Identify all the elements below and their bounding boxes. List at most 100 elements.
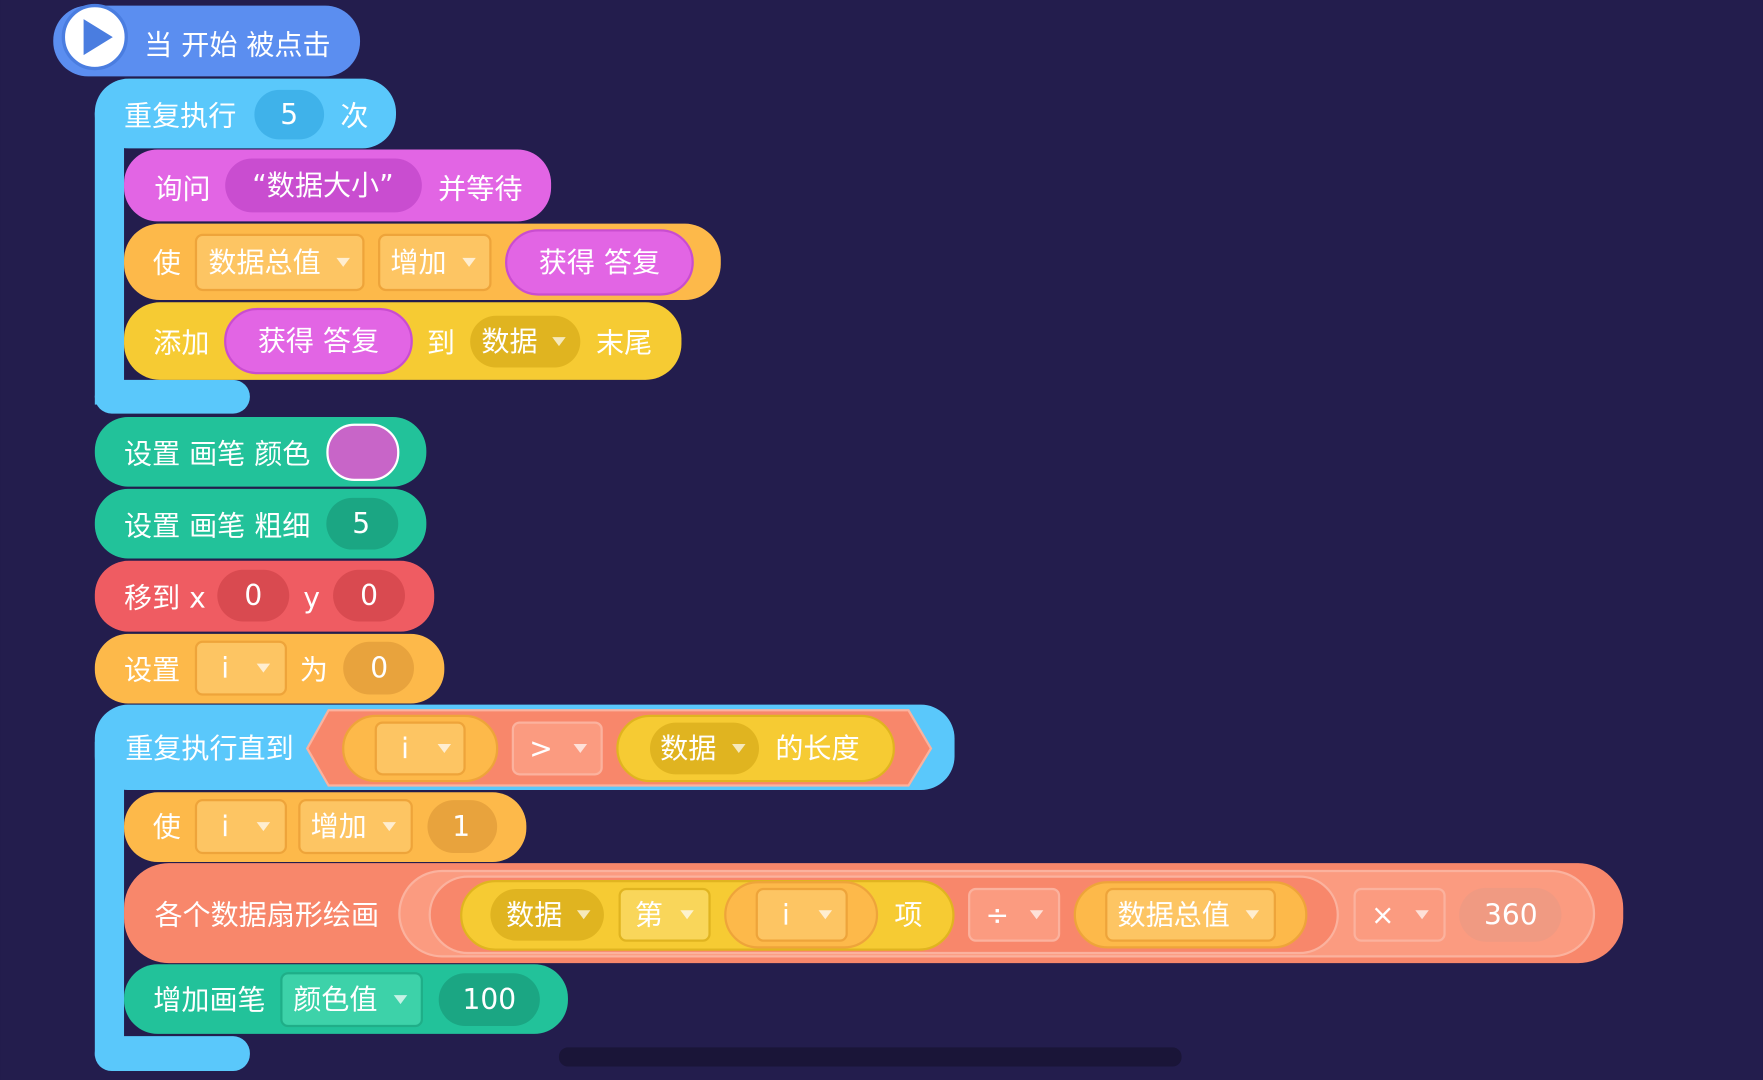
dropdown-arrow [382, 822, 397, 832]
dropdown[interactable] [280, 972, 423, 1028]
dropdown[interactable] [755, 887, 848, 942]
dropdown-arrow [680, 910, 694, 920]
play-icon [83, 19, 113, 56]
label: 数据 [506, 898, 562, 931]
label: i [782, 898, 790, 931]
dropdown-arrow [256, 822, 271, 832]
label: 项 [894, 898, 922, 931]
dropdown[interactable] [470, 315, 581, 368]
dropdown[interactable] [1353, 887, 1446, 942]
dropdown-arrow [393, 995, 408, 1005]
label: 0 [360, 579, 378, 612]
label: 0 [370, 652, 388, 685]
dropdown[interactable] [194, 233, 365, 292]
dropdown-arrow [818, 910, 833, 920]
label: 并等待 [438, 172, 522, 205]
label: 当 开始 被点击 [144, 28, 330, 61]
label: 末尾 [596, 326, 652, 359]
label: 增加 [311, 810, 367, 843]
label: ÷ [985, 898, 1009, 931]
scrollbar[interactable] [558, 1047, 1182, 1067]
input-pill[interactable] [254, 89, 325, 140]
label: “数据大小” [252, 169, 393, 202]
input-pill[interactable] [1459, 887, 1562, 942]
input-pill[interactable] [333, 569, 405, 622]
dropdown[interactable] [511, 721, 603, 776]
repeat-foot [94, 379, 250, 414]
label: 增加画笔 [153, 984, 265, 1017]
label: 使 [153, 811, 181, 844]
label: > [529, 732, 553, 765]
label: 颜色值 [293, 983, 377, 1016]
dropdown[interactable] [490, 888, 604, 941]
dropdown[interactable] [194, 640, 287, 696]
dropdown[interactable] [1105, 887, 1276, 942]
label: 获得 答复 [258, 325, 379, 358]
label: 数据 [660, 732, 716, 765]
label: 设置 画笔 颜色 [124, 438, 310, 471]
label: 重复执行直到 [125, 732, 293, 765]
label: 数据总值 [208, 246, 320, 279]
input-pill[interactable] [343, 641, 414, 695]
dropdown-arrow [573, 743, 588, 753]
dropdown-arrow [1029, 910, 1044, 920]
repeat-arm [94, 112, 125, 405]
label: 移到 x [124, 581, 206, 614]
input-pill[interactable] [438, 973, 540, 1027]
input-pill[interactable] [427, 800, 498, 853]
label: 各个数据扇形绘画 [154, 898, 379, 931]
dropdown[interactable] [378, 233, 492, 292]
label: 1 [452, 810, 470, 843]
repeat-block [94, 78, 397, 149]
reporter[interactable] [505, 229, 694, 296]
dropdown-arrow [462, 257, 476, 267]
dropdown-arrow [336, 257, 350, 267]
input-pill[interactable] [225, 158, 422, 213]
label: 0 [244, 579, 262, 612]
label: 100 [462, 983, 516, 1016]
dropdown[interactable] [194, 799, 287, 855]
label: 5 [280, 98, 298, 131]
label: 为 [300, 653, 328, 686]
label: 的长度 [775, 732, 859, 765]
hat-block[interactable] [53, 5, 361, 77]
dropdown[interactable] [649, 722, 760, 775]
dropdown[interactable] [374, 721, 466, 776]
dropdown-arrow [1415, 910, 1429, 920]
label: 添加 [153, 326, 209, 359]
dropdown[interactable] [618, 887, 711, 942]
label: 设置 画笔 粗细 [124, 509, 310, 542]
label: × [1371, 898, 1395, 931]
reporter[interactable] [224, 307, 413, 375]
label: 到 [427, 326, 455, 359]
input-pill[interactable] [326, 497, 399, 550]
label: 获得 答复 [539, 246, 660, 279]
label: 次 [340, 99, 368, 132]
label: 使 [153, 246, 181, 279]
dropdown-arrow [576, 910, 591, 920]
repeat-until-arm [94, 741, 125, 1057]
label: 第 [635, 898, 663, 931]
label: 设置 [124, 653, 180, 686]
label: i [401, 732, 409, 765]
dropdown[interactable] [968, 887, 1061, 942]
label: 5 [352, 507, 370, 540]
dropdown-arrow [552, 337, 566, 347]
input-pill[interactable] [217, 569, 290, 622]
dropdown-arrow [1245, 910, 1260, 920]
color-swatch[interactable] [326, 423, 400, 481]
label: i [221, 652, 229, 685]
label: 数据总值 [1118, 898, 1230, 931]
label: 数据 [481, 325, 537, 358]
dropdown[interactable] [298, 799, 413, 855]
label: 询问 [154, 172, 210, 205]
label: 重复执行 [124, 99, 236, 132]
label: y [303, 581, 320, 614]
label: 增加 [390, 246, 446, 279]
dropdown-arrow [437, 743, 452, 753]
dropdown-arrow [732, 743, 746, 753]
dropdown-arrow [256, 663, 271, 673]
label: i [221, 810, 229, 843]
repeat-until-foot [94, 1036, 250, 1072]
